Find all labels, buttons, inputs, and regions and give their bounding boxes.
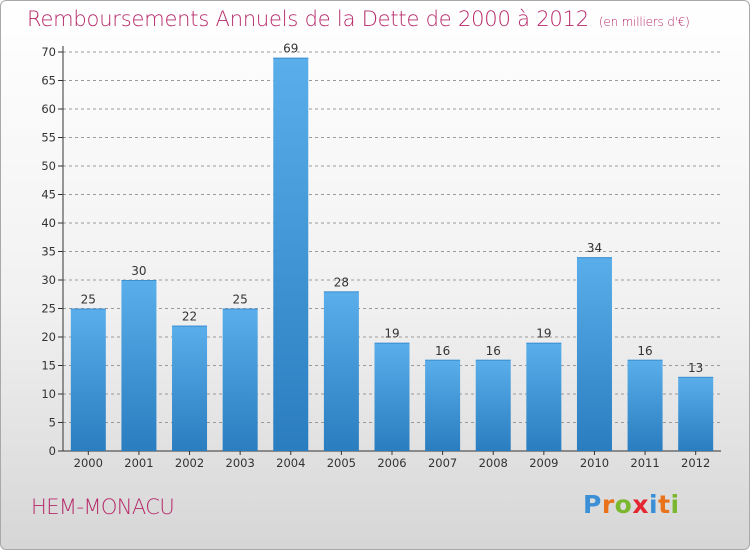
data-label-2005: 28: [334, 275, 349, 289]
y-tick-label: 15: [41, 359, 56, 373]
y-tick-label: 60: [41, 102, 56, 116]
logo-letter: x: [632, 490, 649, 519]
y-tick-label: 0: [49, 444, 56, 458]
bar-2007: [425, 359, 461, 451]
logo-letter: P: [583, 490, 602, 519]
bar-2005: [323, 291, 359, 451]
x-tick-label-2008: 2008: [479, 456, 508, 470]
x-tick-label-2002: 2002: [175, 456, 204, 470]
bar-2001: [121, 280, 157, 451]
bar-2012: [678, 376, 714, 451]
y-tick-label: 70: [41, 45, 56, 59]
y-tick-label: 40: [41, 216, 56, 230]
bar-2009: [526, 342, 562, 451]
data-label-2007: 16: [435, 344, 450, 358]
bar-2000: [70, 308, 106, 451]
x-tick-label-2003: 2003: [226, 456, 255, 470]
y-tick-label: 20: [41, 330, 56, 344]
y-tick-label: 55: [41, 131, 56, 145]
chart-unit: (en milliers d'€): [598, 15, 690, 29]
x-tick-label-2009: 2009: [529, 456, 558, 470]
y-tick-label: 45: [41, 188, 56, 202]
data-label-2004: 69: [283, 42, 298, 56]
x-tick-labels: 2000 2001 2002 2003 2004 2005 2006 2007 2008 2009…: [74, 456, 711, 470]
x-tick-label-2011: 2011: [630, 456, 659, 470]
bar-2004: [273, 57, 309, 451]
commune-name: HEM-MONACU: [31, 495, 175, 519]
x-tick-label-2005: 2005: [327, 456, 356, 470]
chart-title-text: Remboursements Annuels de la Dette de 20…: [27, 7, 589, 31]
y-tick-label: 10: [41, 387, 56, 401]
y-tick-label: 65: [41, 74, 56, 88]
logo-letter: i: [670, 490, 680, 519]
data-label-2012: 13: [688, 361, 703, 375]
x-tick-label-2000: 2000: [74, 456, 103, 470]
data-labels: 25 30 22 25 69 28 19 16 16 19 34 16 13: [81, 42, 704, 375]
bar-2006: [374, 342, 410, 451]
x-tick-label-2007: 2007: [428, 456, 457, 470]
logo-letter: o: [614, 490, 633, 519]
data-label-2006: 19: [384, 327, 399, 341]
data-label-2011: 16: [637, 344, 652, 358]
bar-2003: [222, 308, 258, 451]
x-tick-label-2004: 2004: [276, 456, 305, 470]
proxiti-logo: Proxiti: [583, 490, 680, 519]
x-tick-label-2010: 2010: [580, 456, 609, 470]
x-tick-label-2001: 2001: [124, 456, 153, 470]
bar-2002: [172, 325, 208, 451]
bar-2008: [475, 359, 511, 451]
y-tick-labels: 0 5 10 15 20 25 30 35 40 45 50 55 60 65 70: [41, 45, 56, 458]
chart-title: Remboursements Annuels de la Dette de 20…: [27, 7, 690, 31]
bar-2011: [627, 359, 663, 451]
logo-letter: r: [601, 490, 615, 519]
logo-letter: i: [649, 490, 659, 519]
data-label-2000: 25: [81, 293, 96, 307]
y-tick-label: 5: [49, 416, 56, 430]
data-label-2008: 16: [486, 344, 501, 358]
data-label-2002: 22: [182, 310, 197, 324]
data-label-2009: 19: [536, 327, 551, 341]
y-tick-label: 25: [41, 302, 56, 316]
y-tick-label: 50: [41, 159, 56, 173]
data-label-2010: 34: [587, 241, 602, 255]
bars: [70, 57, 714, 451]
bar-2010: [576, 257, 612, 451]
data-label-2001: 30: [131, 264, 146, 278]
x-tick-label-2012: 2012: [681, 456, 710, 470]
logo-letter: t: [658, 490, 671, 519]
data-label-2003: 25: [233, 293, 248, 307]
y-tick-label: 30: [41, 273, 56, 287]
y-tick-label: 35: [41, 245, 56, 259]
x-tick-label-2006: 2006: [377, 456, 406, 470]
